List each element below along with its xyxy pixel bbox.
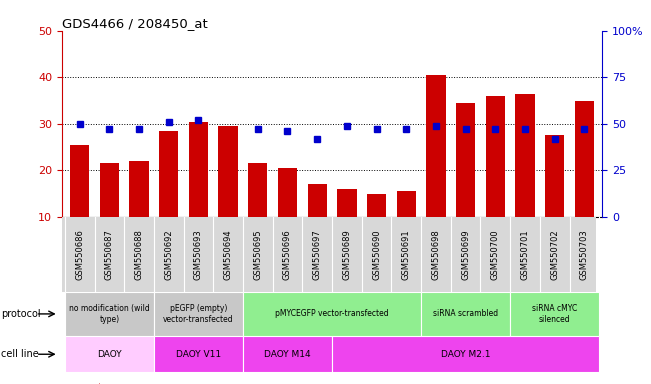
Text: GSM550703: GSM550703 [580,229,589,280]
Text: GSM550692: GSM550692 [164,229,173,280]
Bar [575,101,594,217]
Text: GSM550700: GSM550700 [491,229,500,280]
Text: GSM550696: GSM550696 [283,229,292,280]
Text: DAOY: DAOY [97,350,122,359]
Text: GSM550699: GSM550699 [461,229,470,280]
Text: DAOY V11: DAOY V11 [176,350,221,359]
Bar [100,164,119,217]
Bar [248,164,268,217]
Bar [307,184,327,217]
Text: DAOY M14: DAOY M14 [264,350,311,359]
Bar [65,292,154,336]
Text: GSM550698: GSM550698 [432,229,441,280]
Bar [486,96,505,217]
Text: protocol: protocol [1,309,40,319]
Text: ■ count: ■ count [62,383,102,384]
Text: siRNA cMYC
silenced: siRNA cMYC silenced [532,304,577,324]
Text: no modification (wild
type): no modification (wild type) [69,304,150,324]
Bar [545,136,564,217]
Text: GSM550687: GSM550687 [105,229,114,280]
Bar [154,336,243,372]
Text: GSM550693: GSM550693 [194,229,203,280]
Bar [516,94,534,217]
Bar [130,161,148,217]
Text: GSM550686: GSM550686 [75,229,84,280]
Bar [396,191,416,217]
Text: cell line: cell line [1,349,38,359]
Bar [421,292,510,336]
Bar [219,126,238,217]
Text: GSM550689: GSM550689 [342,229,352,280]
Bar [159,131,178,217]
Bar [456,103,475,217]
Text: GSM550688: GSM550688 [135,229,143,280]
Text: GSM550690: GSM550690 [372,229,381,280]
Bar [367,194,386,217]
Bar [278,168,297,217]
Text: GSM550701: GSM550701 [521,229,529,280]
Text: pMYCEGFP vector-transfected: pMYCEGFP vector-transfected [275,310,389,318]
Text: GSM550697: GSM550697 [312,229,322,280]
Bar [332,336,599,372]
Text: GSM550695: GSM550695 [253,229,262,280]
Bar [243,336,332,372]
Text: GDS4466 / 208450_at: GDS4466 / 208450_at [62,17,208,30]
Bar [426,75,445,217]
Text: siRNA scrambled: siRNA scrambled [433,310,498,318]
Text: GSM550691: GSM550691 [402,229,411,280]
Bar [243,292,421,336]
Bar [189,121,208,217]
Bar [154,292,243,336]
Bar [337,189,357,217]
Text: pEGFP (empty)
vector-transfected: pEGFP (empty) vector-transfected [163,304,234,324]
Text: DAOY M2.1: DAOY M2.1 [441,350,490,359]
Bar [510,292,599,336]
Text: GSM550702: GSM550702 [550,229,559,280]
Bar [70,145,89,217]
Text: GSM550694: GSM550694 [223,229,232,280]
Bar [65,336,154,372]
